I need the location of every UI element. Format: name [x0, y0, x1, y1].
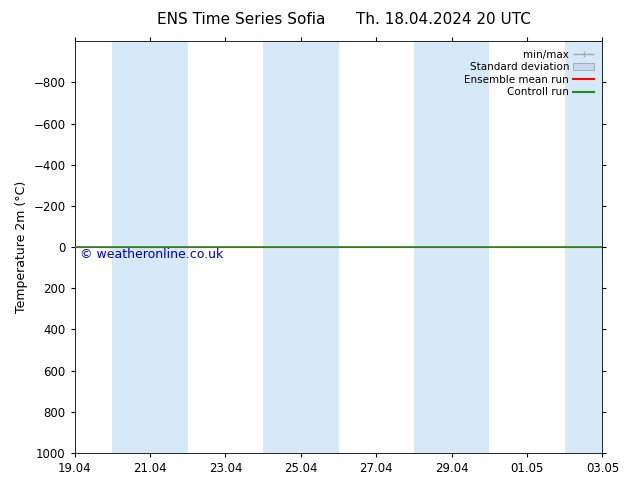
Text: © weatheronline.co.uk: © weatheronline.co.uk: [80, 248, 223, 261]
Legend: min/max, Standard deviation, Ensemble mean run, Controll run: min/max, Standard deviation, Ensemble me…: [461, 47, 597, 100]
Bar: [263, 41, 339, 453]
Bar: [565, 41, 634, 453]
Text: ENS Time Series Sofia: ENS Time Series Sofia: [157, 12, 325, 27]
Bar: [112, 41, 188, 453]
Text: Th. 18.04.2024 20 UTC: Th. 18.04.2024 20 UTC: [356, 12, 531, 27]
Y-axis label: Temperature 2m (°C): Temperature 2m (°C): [15, 181, 28, 313]
Bar: [414, 41, 489, 453]
